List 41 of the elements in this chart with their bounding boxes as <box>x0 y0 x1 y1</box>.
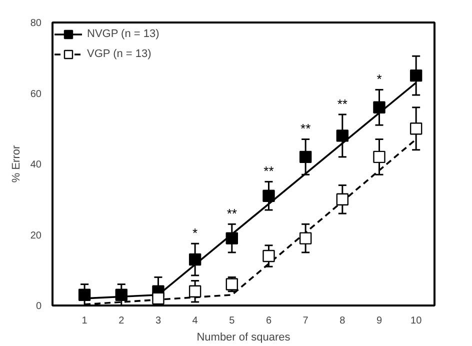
annotation: * <box>376 72 382 87</box>
y-tick-label: 60 <box>30 88 42 100</box>
y-tick-label: 0 <box>36 301 42 312</box>
point <box>373 101 386 114</box>
y-axis-title: % Error <box>10 145 22 183</box>
legend-label: NVGP (n = 13) <box>87 28 160 40</box>
x-tick-label: 3 <box>155 316 162 326</box>
point <box>410 69 422 82</box>
point <box>336 193 349 206</box>
y-tick-label: 80 <box>30 18 42 29</box>
x-tick-label: 1 <box>82 316 88 326</box>
point <box>115 288 128 301</box>
point <box>299 150 312 164</box>
x-tick-label: 2 <box>118 316 125 326</box>
x-tick-label: 5 <box>229 316 236 326</box>
legend-label: VGP (n = 13) <box>87 48 152 60</box>
point <box>188 285 202 298</box>
annotation: ** <box>300 121 311 136</box>
x-axis-title: Number of squares <box>196 332 291 344</box>
x-tick-label: 10 <box>410 316 422 326</box>
point <box>226 232 238 244</box>
point <box>336 130 349 142</box>
point <box>410 122 422 135</box>
y-tick-label: 40 <box>30 160 42 170</box>
x-tick-label: 9 <box>376 316 382 326</box>
point <box>78 288 91 301</box>
point <box>299 232 312 244</box>
point <box>373 150 386 164</box>
x-tick-label: 8 <box>340 316 346 326</box>
x-tick-label: 4 <box>192 316 198 326</box>
point <box>188 253 202 266</box>
annotation: * <box>192 226 198 241</box>
point <box>262 250 275 262</box>
point <box>152 292 164 305</box>
point <box>262 190 275 202</box>
annotation: ** <box>264 164 274 179</box>
annotation: ** <box>337 96 348 112</box>
x-tick-label: 7 <box>302 316 309 326</box>
x-tick-label: 6 <box>266 316 272 326</box>
y-tick-label: 20 <box>30 230 42 242</box>
annotation: ** <box>226 206 237 222</box>
